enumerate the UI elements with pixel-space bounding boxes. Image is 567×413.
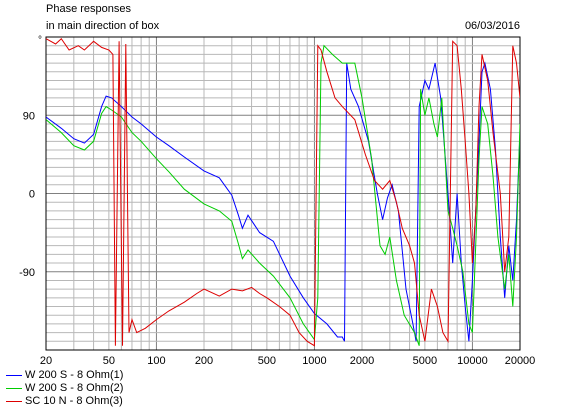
x-tick-label: 20 [40, 355, 52, 367]
y-tick-label: 0 [29, 189, 35, 201]
x-tick-label: 2000 [350, 355, 374, 367]
chart-date: 06/03/2016 [464, 20, 520, 32]
y-tick-label: 90 [23, 110, 35, 122]
plot-frame [45, 36, 521, 351]
legend-item-3: SC 10 N - 8 Ohm(3) [6, 395, 123, 407]
series-line-2 [46, 44, 520, 346]
legend-item-2: W 200 S - 8 Ohm(2) [6, 382, 123, 394]
legend-label-1: W 200 S - 8 Ohm(1) [25, 369, 124, 381]
x-tick-label: 200 [195, 355, 213, 367]
series-line-3 [46, 37, 520, 347]
chart-title: Phase responses [46, 3, 131, 15]
legend-item-1: W 200 S - 8 Ohm(1) [6, 369, 123, 381]
legend-swatch-1 [6, 374, 22, 376]
legend-label-2: W 200 S - 8 Ohm(2) [25, 382, 124, 394]
x-tick-label: 10000 [457, 355, 488, 367]
x-tick-label: 5000 [413, 355, 437, 367]
x-tick-label: 50 [103, 355, 115, 367]
legend-label-3: SC 10 N - 8 Ohm(3) [25, 395, 123, 407]
legend-swatch-3 [6, 400, 22, 402]
x-tick-label: 1000 [302, 355, 326, 367]
legend-swatch-2 [6, 387, 22, 389]
x-tick-label: 100 [147, 355, 165, 367]
x-tick-label: 500 [258, 355, 276, 367]
y-unit-marker: ° [38, 35, 42, 46]
x-tick-label: 20000 [505, 355, 536, 367]
chart-subtitle: in main direction of box [46, 20, 160, 32]
y-tick-label: -90 [19, 267, 35, 279]
